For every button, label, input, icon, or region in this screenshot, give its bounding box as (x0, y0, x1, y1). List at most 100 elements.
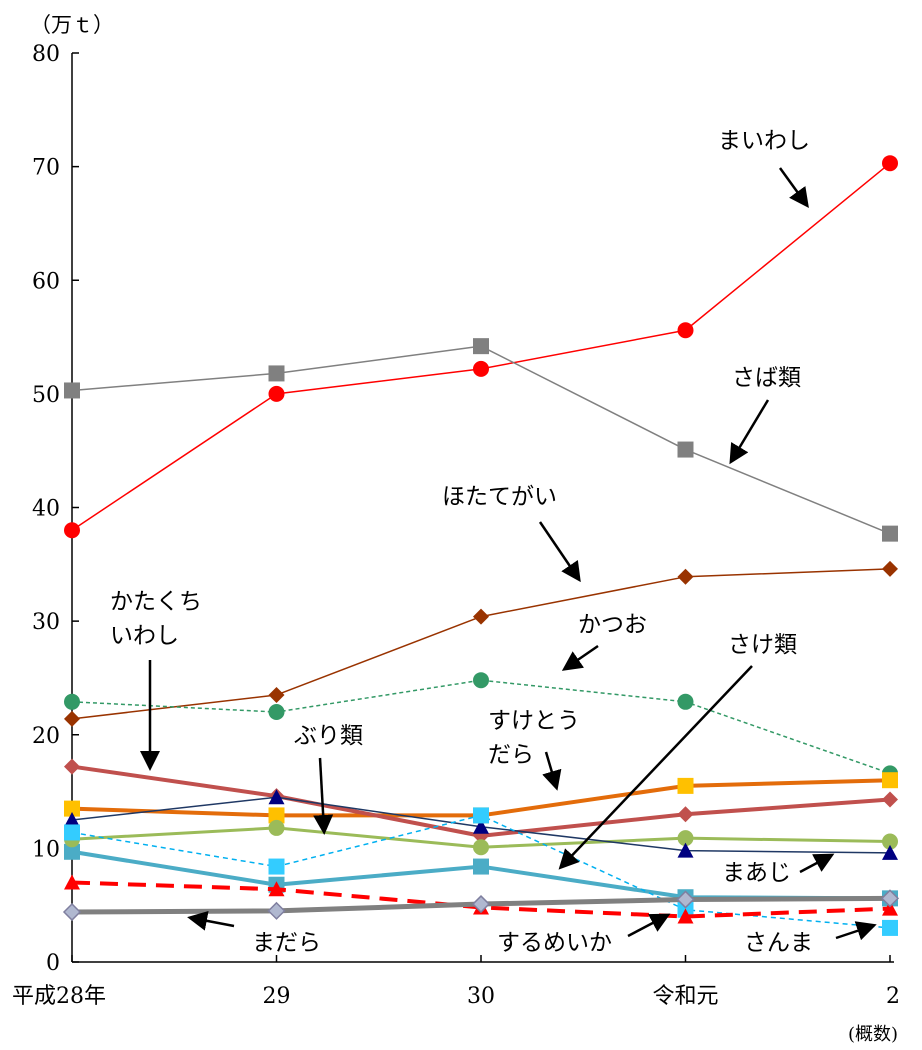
data-point (882, 844, 898, 860)
callout-arrow (538, 521, 581, 583)
y-tick-label: 30 (32, 610, 60, 635)
series-label: だら (488, 742, 534, 768)
y-tick-label: 10 (32, 837, 60, 862)
data-point (677, 777, 694, 794)
x-tick-label: 30 (467, 984, 495, 1009)
series-callout: ほたてがい (442, 484, 581, 583)
data-point (64, 843, 80, 860)
data-point (473, 360, 489, 377)
data-point (473, 608, 489, 625)
data-point (677, 842, 694, 858)
data-point (62, 902, 82, 922)
data-point (64, 710, 80, 727)
series-callout: さば類 (729, 365, 801, 465)
y-axis-unit-label: （万ｔ） (30, 13, 114, 37)
y-tick-label: 70 (32, 156, 60, 181)
series-group (64, 819, 898, 856)
y-tick-label: 0 (46, 951, 60, 976)
data-point (880, 889, 900, 908)
data-point (473, 338, 489, 355)
data-point (268, 807, 285, 824)
callout-arrow (799, 853, 835, 874)
callout-arrow (627, 913, 671, 938)
data-point (677, 693, 694, 710)
callout-arrow (187, 910, 235, 931)
data-point (676, 890, 695, 909)
y-tick-label: 40 (32, 497, 60, 522)
data-point (268, 858, 285, 875)
series-group (64, 338, 898, 542)
data-point (64, 382, 80, 399)
data-point (64, 522, 80, 539)
x-tick-label: 令和元 (652, 984, 718, 1009)
data-point (677, 908, 694, 924)
data-point (268, 819, 285, 836)
series-callout: まあじ (722, 853, 835, 886)
data-point (64, 800, 80, 817)
series-label: ほたてがい (442, 484, 557, 510)
series-label: さば類 (732, 365, 801, 391)
series-line (71, 679, 891, 775)
data-point (64, 811, 80, 827)
series-label: さけ類 (728, 632, 797, 658)
data-point (677, 441, 694, 458)
data-point (473, 818, 489, 834)
series-callout: ぶり類 (294, 723, 363, 835)
data-point (64, 874, 80, 890)
data-point (64, 824, 80, 841)
series-label: まだら (252, 930, 321, 956)
series-group (62, 889, 900, 922)
series-label: すけとう (488, 708, 580, 734)
data-point (882, 772, 898, 789)
callout-arrow (558, 665, 753, 870)
data-point (473, 672, 489, 689)
data-point (882, 155, 898, 172)
data-point (473, 807, 489, 824)
data-point (64, 758, 80, 775)
series-callout: まだら (187, 910, 321, 956)
y-tick-label: 50 (32, 383, 60, 408)
data-point (677, 322, 694, 339)
data-point (268, 789, 285, 805)
y-tick-label: 80 (32, 42, 60, 67)
data-point (882, 791, 898, 808)
series-group (64, 155, 898, 539)
series-group (64, 789, 898, 860)
x-axis-note: (概数) (848, 1024, 898, 1045)
series-group (64, 560, 898, 727)
data-point (267, 901, 286, 920)
series-label: ぶり類 (294, 723, 363, 749)
data-point (268, 704, 285, 721)
data-point (677, 806, 694, 823)
data-point (471, 894, 491, 914)
axes: 0 10 20 30 40 50 60 70 80 平成28年 29 30 令和元 2 (12, 42, 900, 1009)
data-point (473, 858, 489, 875)
x-tick-label: 29 (263, 984, 291, 1009)
series-callout: かつお (561, 612, 647, 671)
series-label: かたくち (110, 589, 202, 615)
data-point (677, 830, 694, 847)
data-point (882, 833, 898, 850)
series-callout: まいわし (718, 128, 810, 209)
data-point (882, 900, 898, 916)
callout-arrow (778, 167, 809, 209)
data-point (473, 839, 489, 856)
callout-arrow (835, 921, 877, 941)
data-point (882, 560, 898, 577)
data-point (268, 881, 285, 897)
callout-arrow (313, 757, 334, 835)
x-tick-label: 2 (886, 984, 900, 1009)
callout-arrow (729, 399, 770, 465)
data-point (882, 919, 898, 936)
y-tick-label: 20 (32, 724, 60, 749)
series-callout: するめいか (497, 913, 671, 956)
series-label: まあじ (722, 860, 791, 886)
data-point (268, 686, 285, 703)
data-point (882, 525, 898, 542)
series-label: するめいか (497, 930, 612, 956)
data-point (268, 385, 285, 402)
callout-arrow (542, 751, 562, 791)
